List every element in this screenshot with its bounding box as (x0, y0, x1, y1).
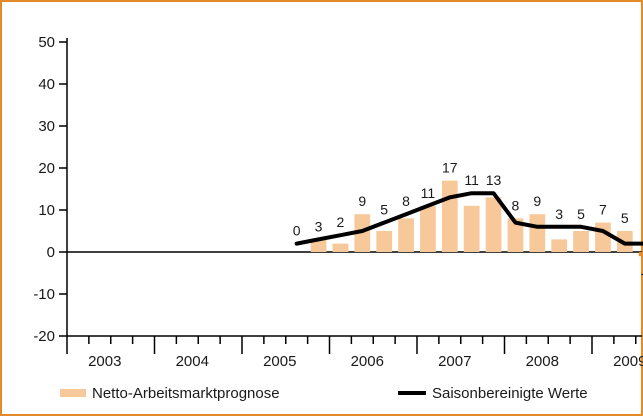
bar (420, 206, 436, 252)
bar (573, 231, 589, 252)
bar (376, 231, 392, 252)
bar-value-label: 5 (621, 210, 629, 226)
y-tick-label: -10 (33, 286, 55, 303)
y-tick-label: 20 (38, 160, 55, 177)
bar (551, 239, 567, 252)
bar-value-label: 3 (315, 218, 323, 234)
x-year-label: 2003 (88, 353, 121, 370)
bar-value-label: 9 (358, 193, 366, 209)
bar-value-label: 8 (512, 197, 520, 213)
bar-value-label: 2 (337, 214, 345, 230)
bar-value-label: 13 (486, 172, 502, 188)
bar (639, 252, 643, 256)
x-year-label: 2009 (613, 353, 643, 370)
legend-label-line: Saisonbereinigte Werte (432, 385, 588, 402)
y-tick-label: 30 (38, 118, 55, 135)
bar (595, 223, 611, 252)
y-tick-label: 50 (38, 34, 55, 51)
x-year-label: 2008 (526, 353, 559, 370)
x-year-label: 2004 (176, 353, 209, 370)
bar-value-label: 7 (599, 202, 607, 218)
y-tick-label: 10 (38, 202, 55, 219)
bar-value-label: 17 (442, 160, 458, 176)
bar (442, 181, 458, 252)
bar-value-label: 0 (293, 223, 301, 239)
legend-label-bars: Netto-Arbeitsmarktprognose (92, 385, 280, 402)
bar (486, 197, 502, 252)
bar-value-label: 5 (577, 206, 585, 222)
y-tick-label: 40 (38, 76, 55, 93)
bar (529, 214, 545, 252)
legend-swatch-bars (60, 389, 86, 397)
bar (398, 218, 414, 252)
y-tick-label: -20 (33, 328, 55, 345)
bar (333, 244, 349, 252)
x-year-label: 2007 (438, 353, 471, 370)
bar-value-label: 9 (533, 193, 541, 209)
bar-value-label: 11 (421, 185, 436, 201)
x-year-label: 2005 (263, 353, 296, 370)
x-year-label: 2006 (351, 353, 384, 370)
bar-value-label: 8 (402, 193, 410, 209)
bar-value-label: 5 (380, 202, 388, 218)
y-tick-label: 0 (47, 244, 55, 261)
bar-value-label: 11 (464, 172, 479, 188)
bar-value-label: 3 (555, 206, 563, 222)
bar (464, 206, 480, 252)
